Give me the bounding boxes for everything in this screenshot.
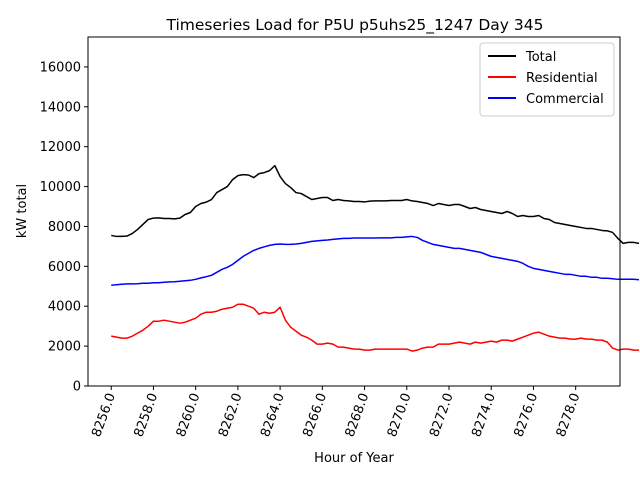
- x-tick-label: 8278.0: [554, 391, 584, 439]
- series-layer: [111, 164, 640, 352]
- legend: Total Residential Commercial: [479, 42, 615, 117]
- x-tick-label: 8272.0: [427, 391, 457, 439]
- legend-label-commercial: Commercial: [526, 92, 604, 107]
- x-tick-label: 8262.0: [216, 391, 246, 439]
- x-tick-label: 8260.0: [174, 391, 204, 439]
- legend-label-residential: Residential: [526, 71, 598, 86]
- y-tick-label: 2000: [48, 340, 81, 355]
- x-tick-label: 8256.0: [89, 391, 119, 439]
- x-axis-label: Hour of Year: [314, 451, 394, 466]
- series-line-residential: [111, 303, 639, 352]
- y-tick-label: 0: [73, 380, 81, 395]
- x-axis: 8256.0 8258.0 8260.0 8262.0 8264.0 8266.0 8268…: [89, 386, 583, 439]
- x-tick-label: 8264.0: [258, 391, 288, 439]
- y-tick-label: 8000: [48, 220, 81, 235]
- y-tick-label: 6000: [48, 260, 81, 275]
- y-axis-label: kW total: [15, 184, 30, 238]
- y-tick-label: 10000: [40, 180, 81, 195]
- x-tick-label: 8268.0: [343, 391, 373, 439]
- y-tick-label: 12000: [40, 140, 81, 155]
- series-line-commercial: [111, 235, 640, 287]
- x-tick-label: 8274.0: [469, 391, 499, 439]
- x-tick-label: 8270.0: [385, 391, 415, 439]
- x-tick-label: 8276.0: [512, 391, 542, 439]
- legend-label-total: Total: [525, 50, 556, 65]
- y-tick-label: 14000: [40, 100, 81, 115]
- y-tick-label: 16000: [40, 60, 81, 75]
- series-line-total: [111, 164, 640, 245]
- y-tick-label: 4000: [48, 300, 81, 315]
- x-tick-label: 8266.0: [300, 391, 330, 439]
- plot-frame: [87, 36, 621, 387]
- x-tick-label: 8258.0: [132, 391, 162, 439]
- y-axis: 0 2000 4000 6000 8000 10000 12000 14000 16000: [40, 60, 88, 395]
- chart-title: Timeseries Load for P5U p5uhs25_1247 Day…: [166, 16, 544, 35]
